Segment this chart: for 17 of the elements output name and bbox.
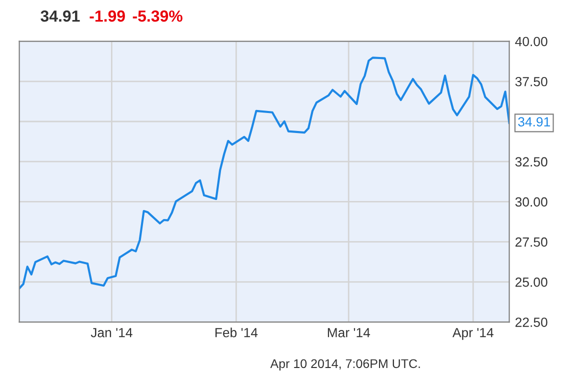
- x-tick-label: Apr '14: [452, 328, 494, 340]
- y-tick-label: 40.00: [515, 36, 548, 46]
- y-tick-label: 37.50: [515, 76, 548, 86]
- y-tick-label: 22.50: [515, 318, 548, 327]
- text: Apr 10 2014, 7:06PM UTC.: [270, 359, 420, 371]
- annotation: 34.91: [518, 117, 550, 126]
- y-tick-label: 30.00: [515, 197, 548, 207]
- y-tick-label: 32.50: [515, 157, 548, 167]
- text: -5.39%: [132, 10, 182, 22]
- x-tick-label: Jan '14: [90, 328, 132, 338]
- y-tick-label: 27.50: [515, 237, 548, 247]
- chart-title: 34.91: [40, 10, 80, 22]
- text: -1.99: [90, 10, 125, 22]
- line-series: [19, 56, 510, 290]
- x-tick-label: Mar '14: [328, 328, 370, 338]
- x-tick-label: Feb '14: [215, 328, 258, 338]
- y-tick-label: 25.00: [515, 278, 548, 287]
